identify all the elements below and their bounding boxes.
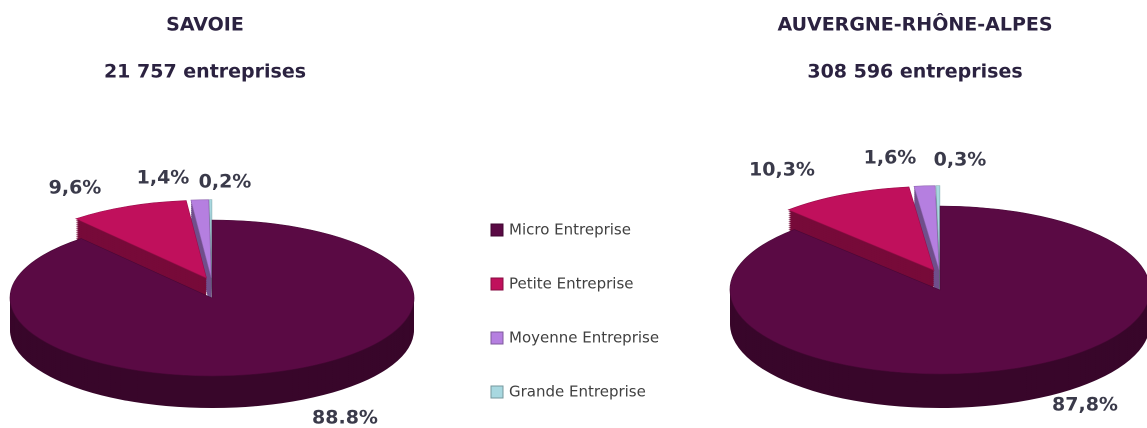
data-label: 88.8% xyxy=(312,407,378,428)
pie-slice xyxy=(9,219,415,408)
data-label: 9,6% xyxy=(49,177,102,199)
slice-top xyxy=(787,186,935,271)
legend-label: Petite Entreprise xyxy=(509,275,634,293)
data-label: 0,2% xyxy=(199,171,252,193)
slice-top xyxy=(913,185,940,270)
slice-top xyxy=(729,205,1147,375)
legend-label: Grande Entreprise xyxy=(509,383,646,401)
legend-swatch xyxy=(490,223,504,237)
data-label: 1,4% xyxy=(137,167,190,189)
data-label: 87,8% xyxy=(1052,394,1118,416)
chart-subtitle: 21 757 entreprises xyxy=(104,61,306,83)
legend-label: Moyenne Entreprise xyxy=(509,329,659,347)
legend-swatch xyxy=(490,331,504,345)
legend-swatch xyxy=(490,277,504,291)
chart-subtitle: 308 596 entreprises xyxy=(807,61,1022,83)
data-label: 0,3% xyxy=(934,149,987,171)
slice-top xyxy=(209,199,213,278)
chart-title: AUVERGNE-RHÔNE-ALPES xyxy=(777,12,1052,36)
slice-top xyxy=(935,185,941,270)
data-label: 10,3% xyxy=(749,159,815,181)
pie-slice xyxy=(729,205,1147,408)
slice-top xyxy=(74,200,207,279)
legend-label: Micro Entreprise xyxy=(509,221,631,239)
legend-swatch xyxy=(490,385,504,399)
slice-top xyxy=(190,199,212,278)
slice-top xyxy=(9,219,415,377)
data-label: 1,6% xyxy=(864,147,917,169)
pie-slice xyxy=(74,200,207,311)
chart-title: SAVOIE xyxy=(166,14,244,36)
